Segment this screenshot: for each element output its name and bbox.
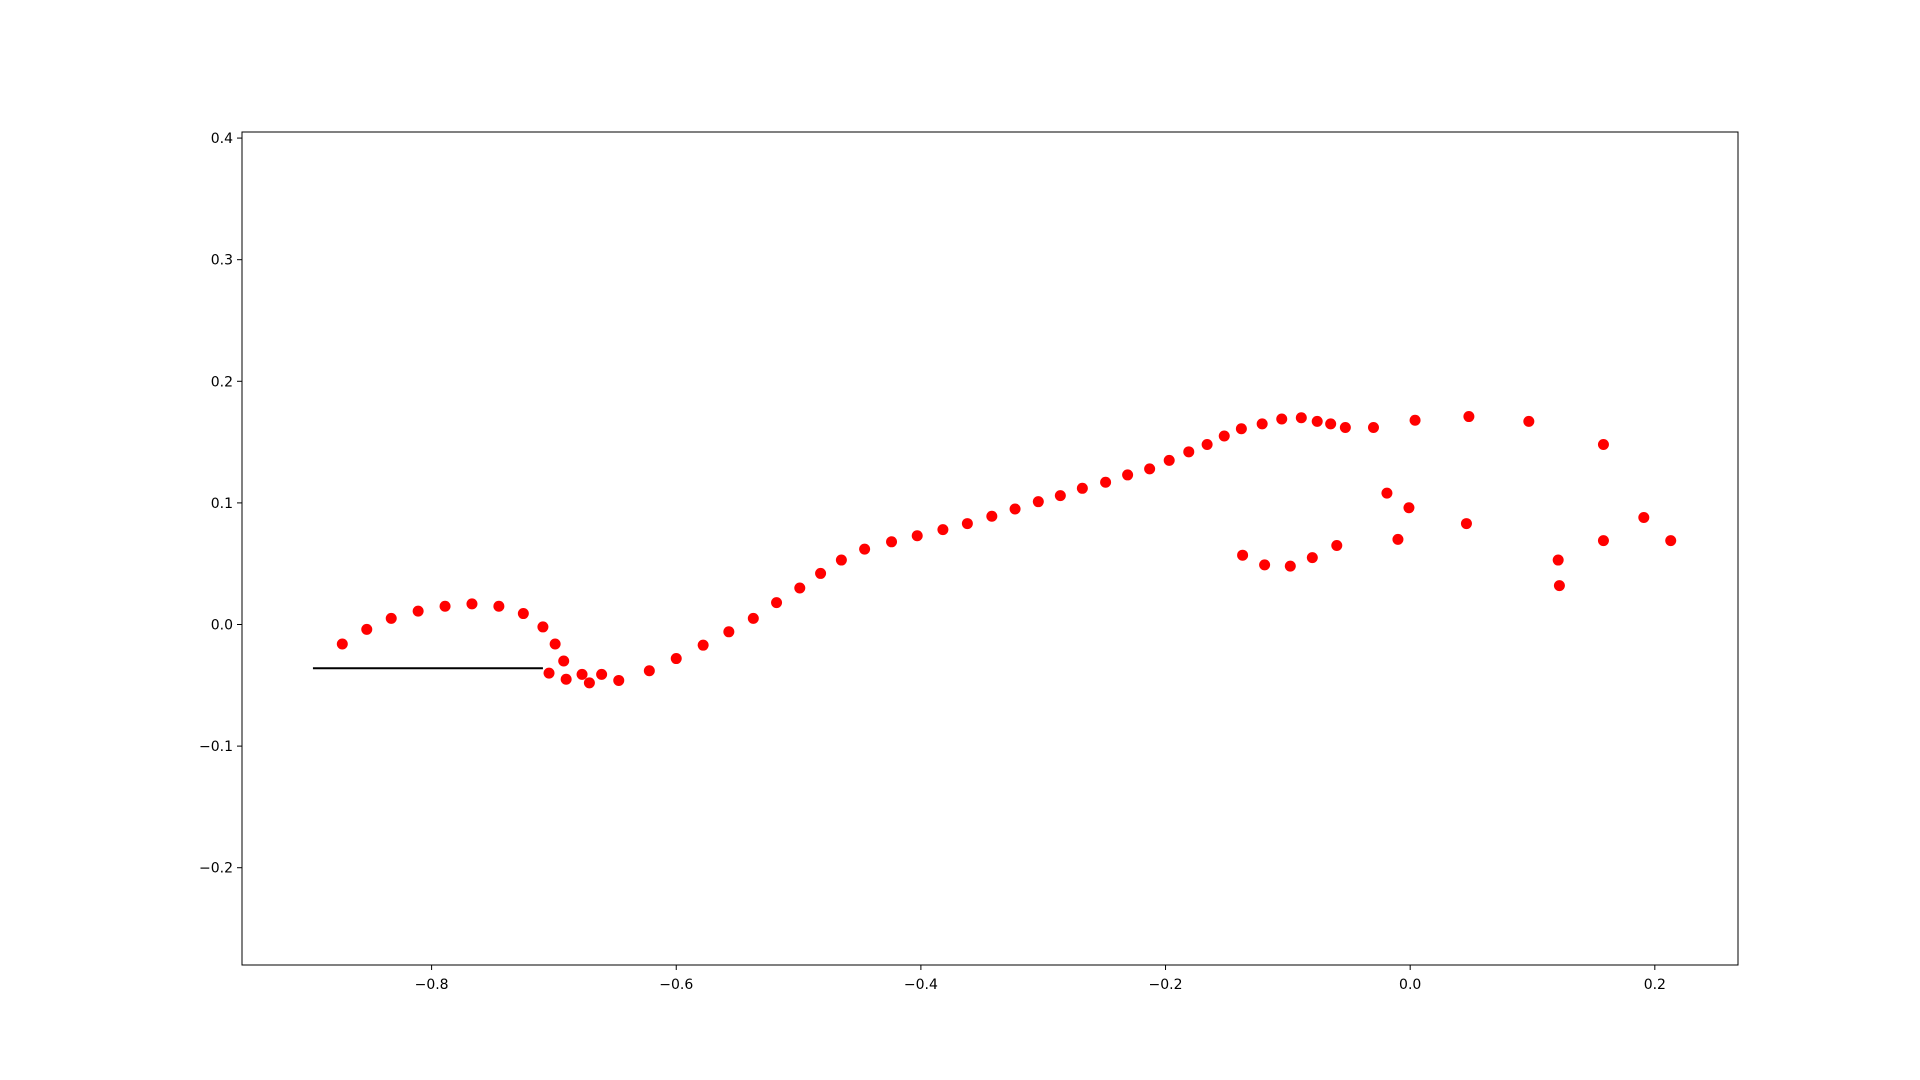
scatter-point [1235,423,1247,435]
scatter-point [1597,535,1609,547]
scatter-point [1331,539,1343,551]
scatter-point [1638,511,1650,523]
scatter-point [1665,535,1677,547]
scatter-point [835,554,847,566]
scatter-point [747,612,759,624]
y-tick-label: 0.4 [211,131,233,147]
scatter-point [1183,446,1195,458]
x-axis: −0.8 −0.6 −0.4 −0.2 0.0 0.2 [415,965,1666,993]
scatter-point [1122,469,1134,481]
y-tick-label: 0.1 [211,496,233,512]
scatter-point [596,668,608,680]
scatter-point [537,621,549,633]
x-tick-label: −0.4 [904,977,938,993]
y-tick-label: 0.3 [211,253,233,269]
scatter-series [336,411,1677,689]
scatter-point [1237,549,1249,561]
scatter-point [961,518,973,530]
scatter-point [1403,502,1415,514]
scatter-point [1276,413,1288,425]
scatter-point [815,567,827,579]
scatter-point [1463,411,1475,423]
scatter-point [697,639,709,651]
scatter-point [613,674,625,686]
scatter-point [986,510,998,522]
scatter-point [1295,412,1307,424]
scatter-point [1460,518,1472,530]
scatter-point [493,600,505,612]
y-tick-label: −0.2 [199,861,233,877]
scatter-point [412,605,424,617]
scatter-point [1054,490,1066,502]
scatter-point [1523,415,1535,427]
scatter-point [911,530,923,542]
scatter-point [560,673,572,685]
scatter-point [1218,430,1230,442]
scatter-point [1409,414,1421,426]
scatter-point [558,655,570,667]
scatter-point [1163,454,1175,466]
y-tick-label: 0.2 [211,374,233,390]
y-tick-label: −0.1 [199,739,233,755]
scatter-point [1392,533,1404,545]
scatter-point [1552,554,1564,566]
scatter-point [1032,496,1044,508]
scatter-point [1553,580,1565,592]
scatter-point [1259,559,1271,571]
scatter-point [1100,476,1112,488]
scatter-point [643,665,655,677]
scatter-point [385,612,397,624]
scatter-point [771,597,783,609]
scatter-point [543,667,555,679]
scatter-point [1597,439,1609,451]
scatter-point [336,638,348,650]
scatter-point [583,677,595,689]
scatter-point [1076,482,1088,494]
scatter-point [517,608,529,620]
scatter-point [1201,439,1213,451]
scatter-point [361,623,373,635]
scatter-point [1256,418,1268,430]
scatter-point [1325,418,1337,430]
scatter-point [1284,560,1296,572]
scatter-point [1306,552,1318,564]
scatter-point [670,653,682,665]
scatter-point [1144,463,1156,475]
x-tick-label: −0.6 [659,977,693,993]
x-tick-label: −0.8 [415,977,449,993]
scatter-point [937,524,949,536]
scatter-point [576,668,588,680]
scatter-point [1367,422,1379,434]
scatter-point [859,543,871,555]
x-tick-label: 0.0 [1399,977,1421,993]
x-tick-label: 0.2 [1644,977,1666,993]
scatter-point [1339,422,1351,434]
scatter-point [1009,503,1021,515]
x-tick-label: −0.2 [1149,977,1183,993]
scatter-point [1311,415,1323,427]
scatter-point [439,600,451,612]
scatter-point [794,582,806,594]
scatter-point [1381,487,1393,499]
y-axis: −0.2 −0.1 0.0 0.1 0.2 0.3 0.4 [199,131,242,877]
scatter-point [466,598,478,610]
scatter-point [549,638,561,650]
axes-frame [241,131,1739,966]
scatter-point [723,626,735,638]
scatter-point [886,536,898,548]
y-tick-label: 0.0 [211,618,233,634]
